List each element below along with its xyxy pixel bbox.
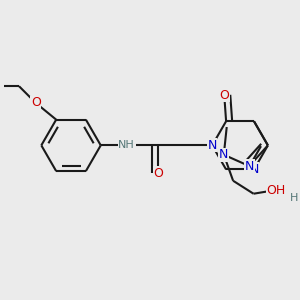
Text: O: O [219, 89, 229, 102]
Text: NH: NH [118, 140, 135, 150]
Text: N: N [219, 148, 229, 161]
Text: N: N [249, 163, 259, 176]
Text: N: N [208, 139, 217, 152]
Text: O: O [31, 96, 41, 110]
Text: OH: OH [266, 184, 285, 196]
Text: H: H [290, 194, 298, 203]
Text: O: O [153, 167, 163, 180]
Text: N: N [244, 160, 254, 172]
Text: N: N [208, 139, 217, 152]
